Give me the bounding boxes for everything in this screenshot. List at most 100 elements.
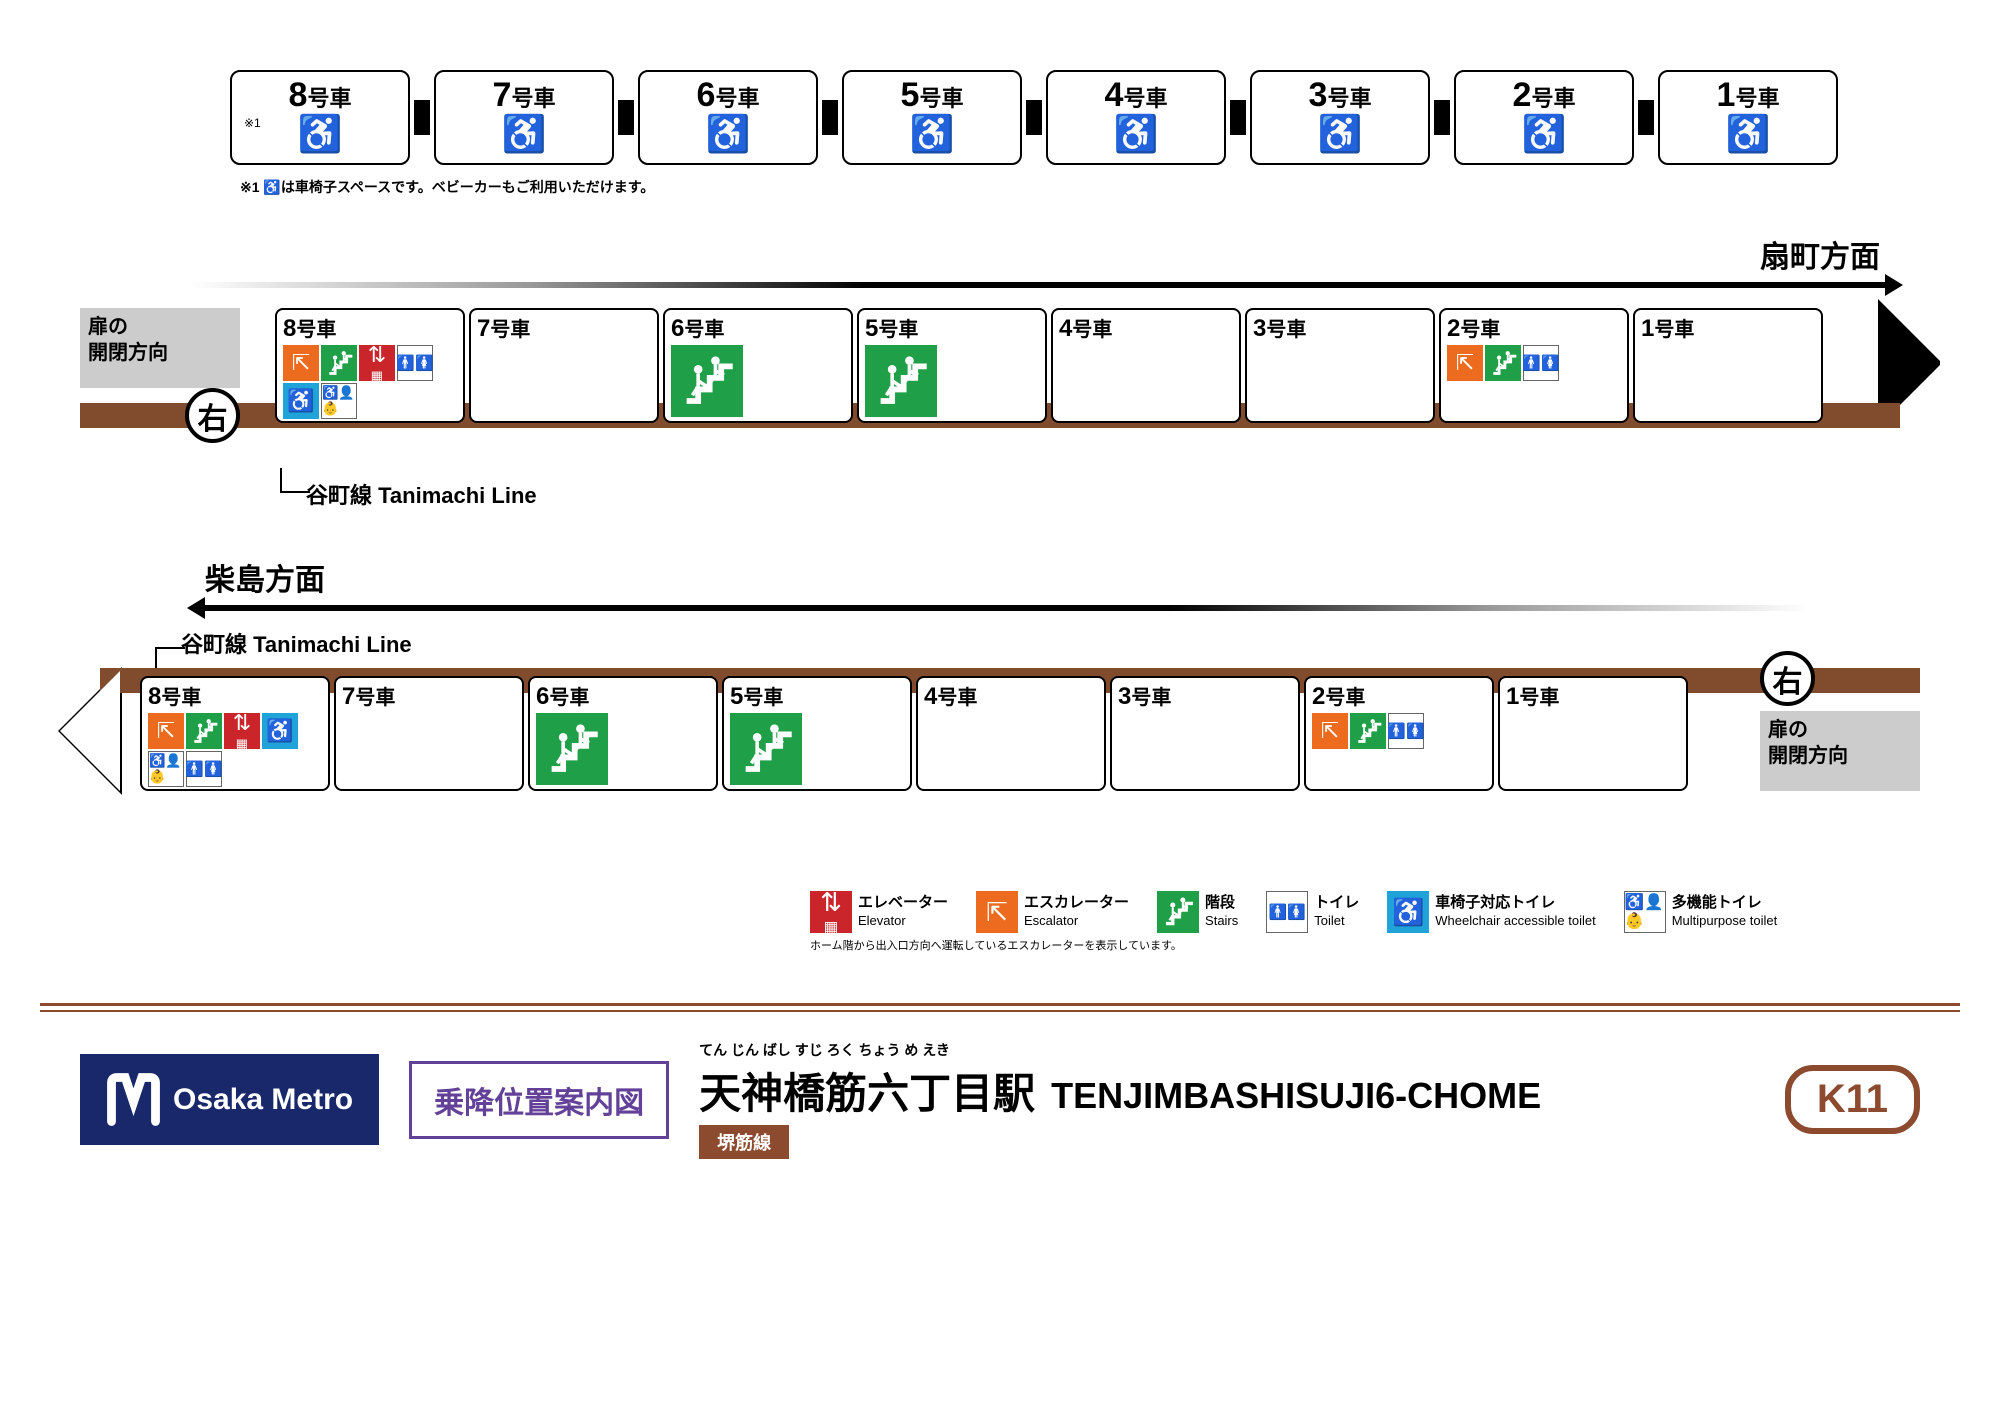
escalator-icon: ⇱ <box>976 891 1018 933</box>
platform-car-5: 5号車 <box>857 308 1047 423</box>
platform-car-8: 8号車⇱⇅▦🚹🚺♿♿👤👶 <box>275 308 465 423</box>
top-car-7: 7号車 ♿ <box>434 70 614 165</box>
door-block-left: 扉の 開閉方向 <box>80 308 240 388</box>
direction-ogimachi: 扇町方面 <box>40 232 1880 276</box>
platform-car-1: 1号車 <box>1498 676 1688 791</box>
platform-car-2: 2号車⇱🚹🚺 <box>1439 308 1629 423</box>
footer-rule <box>40 1003 1960 1006</box>
platform-car-6: 6号車 <box>528 676 718 791</box>
metro-m-icon <box>106 1072 161 1127</box>
platform-car-7: 7号車 <box>334 676 524 791</box>
toilet-icon: 🚹🚺 <box>1388 713 1424 749</box>
escalator-icon: ⇱ <box>1312 713 1348 749</box>
stairs-icon <box>671 345 743 417</box>
wheelchair-toilet-icon: ♿ <box>1387 891 1429 933</box>
stairs-icon <box>1485 345 1521 381</box>
station-title-block: てん じん ばし すじ ろく ちょう め えき 天神橋筋六丁目駅 TENJIMB… <box>699 1040 1755 1159</box>
car-connector <box>1026 100 1042 135</box>
stairs-icon <box>186 713 222 749</box>
stairs-icon <box>321 345 357 381</box>
station-name-jp: 天神橋筋六丁目駅 <box>699 1060 1035 1121</box>
wheelchair-icon: ♿ <box>1522 113 1567 155</box>
wheelchair-icon: ♿ <box>706 113 751 155</box>
top-car-8: 8号車 ※1 ♿ <box>230 70 410 165</box>
legend-label: エスカレーターEscalator <box>1024 894 1129 930</box>
stairs-icon <box>1157 891 1199 933</box>
stairs-icon <box>730 713 802 785</box>
direction-arrow-left <box>205 605 1810 611</box>
side-indicator-right: 右 <box>185 388 240 443</box>
top-car-row: 8号車 ※1 ♿7号車 ♿6号車 ♿5号車 ♿4号車 ♿3号車 ♿2号車 ♿1号… <box>230 70 1960 165</box>
transfer-line-2: 谷町線 Tanimachi Line <box>181 627 412 672</box>
wheelchair-icon: ♿ <box>910 113 955 155</box>
footer: Osaka Metro 乗降位置案内図 てん じん ばし すじ ろく ちょう め… <box>40 1040 1960 1159</box>
multipurpose-toilet-icon: ♿👤👶 <box>321 383 357 419</box>
door-label: 扉の 開閉方向 <box>80 308 240 366</box>
multipurpose-toilet-icon: ♿👤👶 <box>148 751 184 787</box>
legend-item-esc: ⇱エスカレーターEscalator <box>976 891 1129 933</box>
wheelchair-toilet-icon: ♿ <box>283 383 319 419</box>
elevator-icon: ⇅▦ <box>810 891 852 933</box>
legend-item-toilet: 🚹🚺トイレToilet <box>1266 891 1359 933</box>
line-name-tag: 堺筋線 <box>699 1125 789 1159</box>
legend-label: トイレToilet <box>1314 894 1359 930</box>
top-car-5: 5号車 ♿ <box>842 70 1022 165</box>
top-car-6: 6号車 ♿ <box>638 70 818 165</box>
multipurpose-toilet-icon: ♿👤👶 <box>1624 891 1666 933</box>
footer-rule-2 <box>40 1010 1960 1012</box>
stairs-icon <box>536 713 608 785</box>
legend-item-elev: ⇅▦エレベーターElevator <box>810 891 948 933</box>
stairs-icon <box>865 345 937 417</box>
guide-title-box: 乗降位置案内図 <box>409 1061 669 1139</box>
wheelchair-toilet-icon: ♿ <box>262 713 298 749</box>
wheelchair-icon: ♿ <box>1114 113 1159 155</box>
legend-item-stair: 階段Stairs <box>1157 891 1238 933</box>
legend-note: ホーム階から出入口方向へ運転しているエスカレーターを表示しています。 <box>810 937 1960 953</box>
top-car-2: 2号車 ♿ <box>1454 70 1634 165</box>
escalator-icon: ⇱ <box>1447 345 1483 381</box>
platform-car-8: 8号車⇱⇅▦♿♿👤👶🚹🚺 <box>140 676 330 791</box>
escalator-icon: ⇱ <box>283 345 319 381</box>
toilet-icon: 🚹🚺 <box>1523 345 1559 381</box>
stairs-icon <box>1350 713 1386 749</box>
platform-car-6: 6号車 <box>663 308 853 423</box>
platform-car-4: 4号車 <box>916 676 1106 791</box>
legend-label: 階段Stairs <box>1205 894 1238 930</box>
wheelchair-icon: ♿ <box>1726 113 1771 155</box>
osaka-metro-logo: Osaka Metro <box>80 1054 379 1145</box>
transfer-line-1: 谷町線 Tanimachi Line <box>306 478 537 510</box>
platform-car-4: 4号車 <box>1051 308 1241 423</box>
platform-car-2: 2号車⇱🚹🚺 <box>1304 676 1494 791</box>
direction-arrow-right <box>190 282 1885 288</box>
platform-car-5: 5号車 <box>722 676 912 791</box>
car-connector <box>618 100 634 135</box>
wheelchair-icon: ♿ <box>1318 113 1363 155</box>
elevator-icon: ⇅▦ <box>224 713 260 749</box>
platform-car-1: 1号車 <box>1633 308 1823 423</box>
top-car-4: 4号車 ♿ <box>1046 70 1226 165</box>
platform-car-7: 7号車 <box>469 308 659 423</box>
legend-label: 多機能トイレMultipurpose toilet <box>1672 894 1778 930</box>
platform-2-cars: 8号車⇱⇅▦♿♿👤👶🚹🚺7号車6号車5号車4号車3号車2号車⇱🚹🚺1号車 <box>140 676 1960 791</box>
platform-1-cars: 8号車⇱⇅▦🚹🚺♿♿👤👶7号車6号車5号車4号車3号車2号車⇱🚹🚺1号車 <box>275 308 1960 423</box>
legend-label: エレベーターElevator <box>858 894 948 930</box>
top-car-1: 1号車 ♿ <box>1658 70 1838 165</box>
wheelchair-note: ※1 ♿は車椅子スペースです。ベビーカーもご利用いただけます。 <box>240 177 1960 197</box>
legend: ⇅▦エレベーターElevator ⇱エスカレーターEscalator 階段Stair… <box>810 891 1960 933</box>
legend-item-wc: ♿車椅子対応トイレWheelchair accessible toilet <box>1387 891 1595 933</box>
elevator-icon: ⇅▦ <box>359 345 395 381</box>
direction-kunijima: 柴島方面 <box>205 555 1960 599</box>
station-name-en: TENJIMBASHISUJI6-CHOME <box>1051 1075 1541 1117</box>
platform-car-3: 3号車 <box>1110 676 1300 791</box>
car-connector <box>414 100 430 135</box>
platform-1: 扉の 開閉方向 右 8号車⇱⇅▦🚹🚺♿♿👤👶7号車6号車5号車4号車3号車2号車… <box>40 308 1960 468</box>
station-code-badge: K11 <box>1785 1065 1920 1134</box>
car-connector <box>1230 100 1246 135</box>
car-connector <box>1434 100 1450 135</box>
legend-item-multi: ♿👤👶多機能トイレMultipurpose toilet <box>1624 891 1778 933</box>
escalator-icon: ⇱ <box>148 713 184 749</box>
platform-car-3: 3号車 <box>1245 308 1435 423</box>
toilet-icon: 🚹🚺 <box>1266 891 1308 933</box>
brand-text: Osaka Metro <box>173 1083 353 1117</box>
wheelchair-icon: ♿ <box>502 113 547 155</box>
